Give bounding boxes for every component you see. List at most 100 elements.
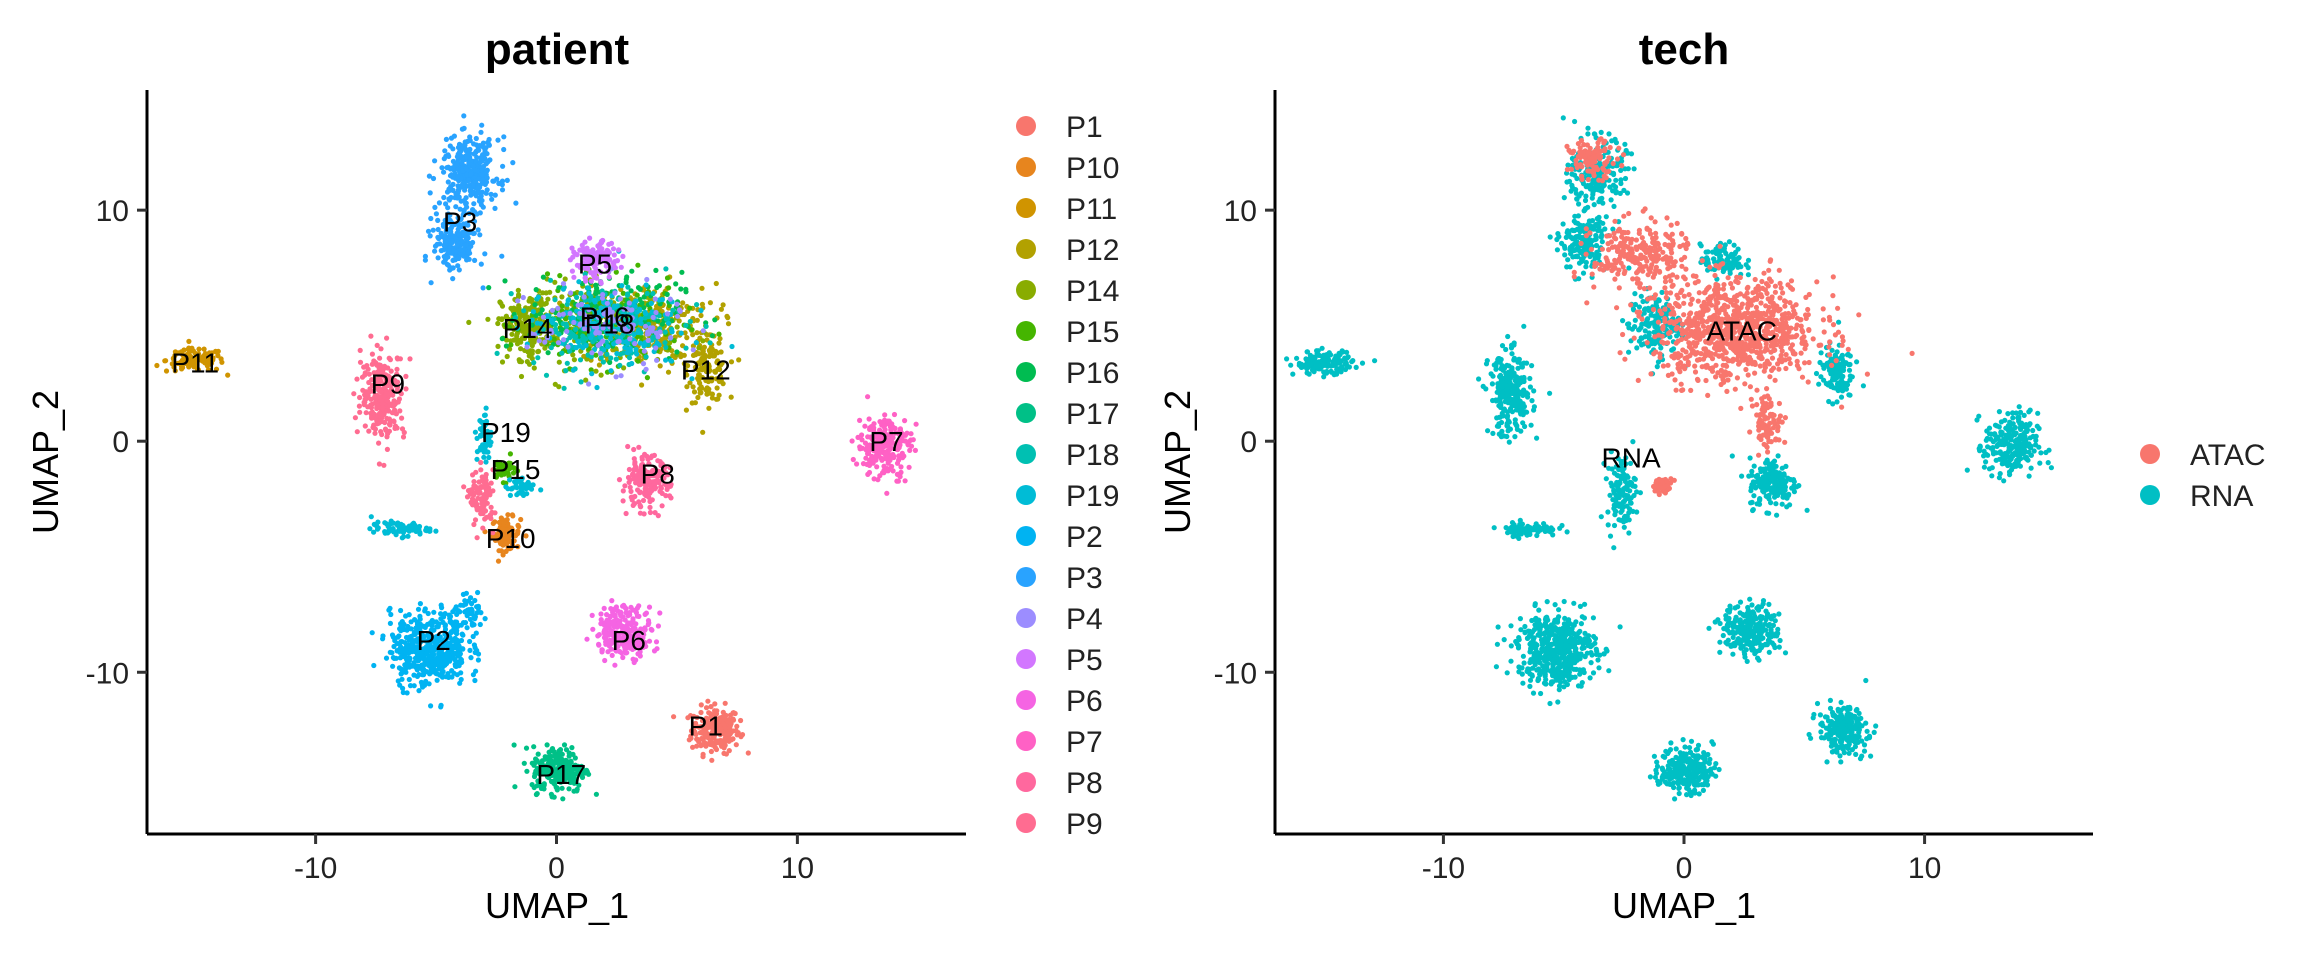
legend-item: P1 [1016, 111, 1103, 144]
data-point [633, 467, 639, 473]
data-point [1290, 371, 1296, 377]
legend-label: P4 [1066, 603, 1103, 636]
series-p10 [482, 512, 529, 564]
data-point [499, 303, 506, 309]
data-point [405, 533, 411, 539]
data-point [721, 745, 727, 751]
data-point [632, 493, 638, 500]
data-point [439, 165, 445, 171]
data-point [474, 506, 481, 512]
data-point [718, 306, 725, 312]
data-point [865, 394, 871, 400]
y-tick-label: -10 [86, 657, 129, 690]
data-point [457, 680, 463, 686]
data-point [662, 329, 668, 335]
data-point [505, 512, 511, 518]
data-point [505, 521, 511, 527]
data-point [524, 491, 530, 497]
data-point [580, 345, 586, 351]
data-point [560, 321, 567, 327]
data-point [464, 625, 470, 631]
data-point [538, 298, 544, 305]
data-point [698, 702, 704, 708]
data-point [479, 171, 485, 178]
data-point [559, 303, 565, 309]
data-point [616, 338, 622, 344]
data-point [508, 291, 514, 297]
data-point [454, 241, 460, 247]
data-point [1345, 354, 1351, 360]
data-point [468, 171, 474, 177]
data-point [870, 460, 876, 466]
data-point [435, 226, 441, 233]
data-point [633, 346, 639, 353]
data-point [471, 151, 477, 157]
data-point [545, 296, 551, 302]
data-point [570, 331, 576, 337]
data-point [884, 467, 890, 474]
data-point [668, 358, 674, 364]
data-point [416, 672, 422, 678]
data-point [447, 619, 453, 625]
data-point [396, 665, 402, 671]
legend-label: P8 [1066, 767, 1103, 800]
legend-swatch [1016, 321, 1036, 341]
data-point [709, 395, 716, 401]
data-point [631, 446, 637, 453]
data-point [562, 276, 568, 282]
data-point [371, 529, 377, 535]
data-point [733, 742, 739, 748]
data-point [719, 714, 726, 720]
data-point [656, 283, 663, 289]
data-point [623, 510, 629, 517]
data-point [718, 377, 724, 383]
data-point [214, 349, 220, 355]
data-point [910, 437, 916, 443]
data-point [634, 292, 640, 298]
data-point [561, 337, 567, 343]
data-point [488, 504, 494, 510]
data-point [416, 523, 423, 530]
data-point [466, 319, 472, 325]
data-point [700, 429, 706, 435]
data-point [486, 285, 492, 291]
data-point [694, 330, 700, 336]
data-point [630, 618, 636, 624]
data-point [712, 701, 718, 707]
data-point [473, 135, 479, 142]
data-point [399, 639, 405, 645]
data-point [435, 217, 441, 223]
data-point [491, 178, 497, 184]
data-point [898, 464, 904, 470]
data-point [642, 323, 649, 329]
data-point [638, 320, 644, 326]
data-point [628, 604, 634, 611]
data-point [854, 461, 860, 467]
data-point [722, 736, 728, 742]
data-point [478, 496, 484, 502]
data-point [463, 166, 469, 172]
data-point [571, 319, 577, 326]
data-point [573, 345, 579, 351]
legend-label: P10 [1066, 152, 1119, 185]
data-point [716, 392, 722, 398]
data-point [631, 659, 637, 666]
data-point [225, 372, 231, 378]
data-point [408, 619, 414, 625]
data-point [384, 446, 390, 452]
data-point [478, 467, 484, 473]
data-point [695, 394, 701, 401]
data-point [518, 373, 525, 380]
data-point [1509, 351, 1515, 357]
data-point [368, 514, 374, 520]
data-point [387, 605, 393, 611]
data-point [663, 344, 669, 350]
data-point [391, 402, 397, 408]
data-point [624, 350, 631, 356]
data-point [450, 265, 456, 271]
data-point [379, 431, 385, 438]
data-point [466, 160, 472, 166]
data-point [461, 113, 467, 119]
data-point [547, 289, 553, 295]
